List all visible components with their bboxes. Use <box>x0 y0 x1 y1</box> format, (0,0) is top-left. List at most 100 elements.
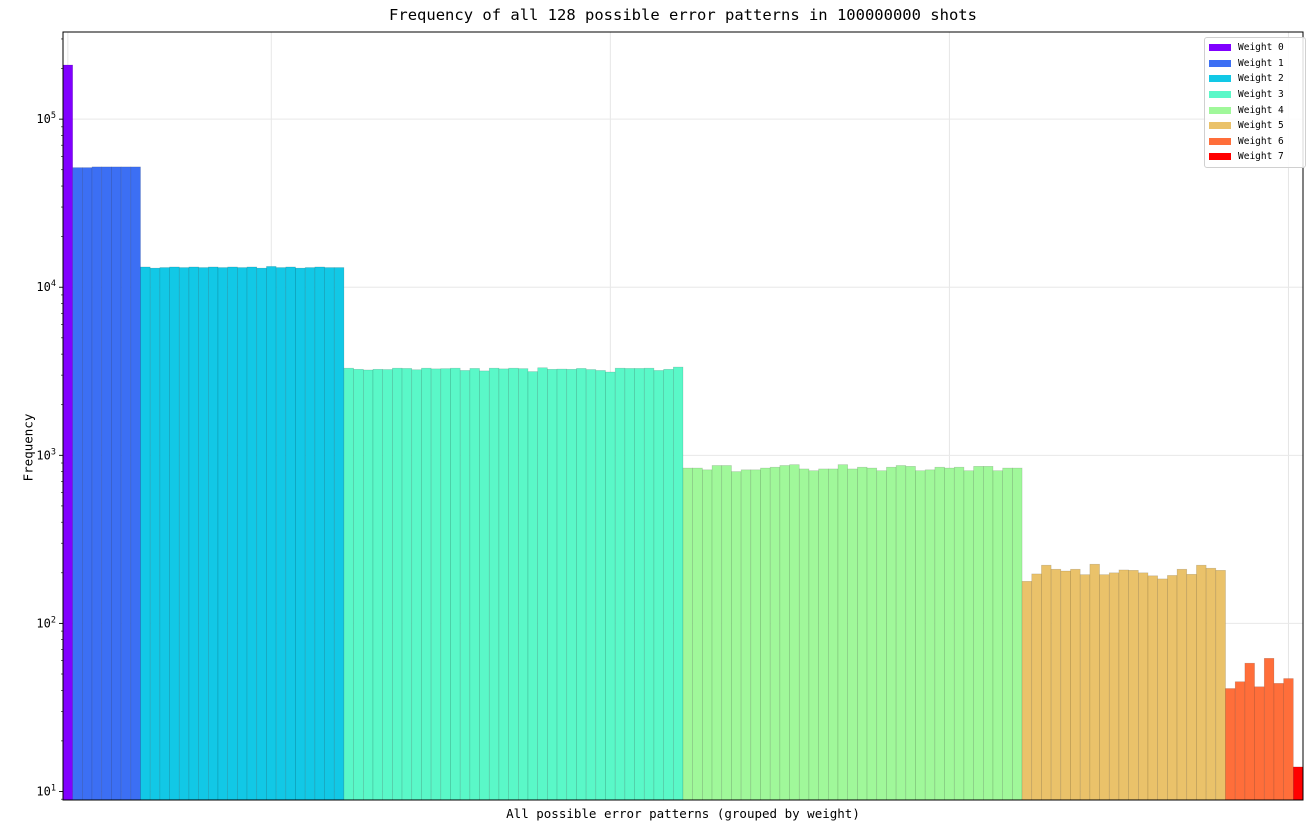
bar <box>905 466 916 801</box>
bar <box>828 468 839 801</box>
bar <box>769 466 781 801</box>
bar <box>450 367 461 801</box>
bar <box>1041 564 1052 801</box>
bar <box>324 267 335 801</box>
bar <box>663 368 674 801</box>
bar <box>159 267 170 801</box>
bar <box>983 466 994 801</box>
bar <box>304 267 316 801</box>
y-tick-label: 102 <box>36 615 56 630</box>
legend-item: Weight 5 <box>1209 118 1301 134</box>
legend-item: Weight 4 <box>1209 102 1301 118</box>
bar <box>246 266 258 801</box>
y-tick-label: 105 <box>36 111 56 126</box>
legend-label: Weight 1 <box>1238 57 1284 69</box>
bar <box>285 266 296 801</box>
bar <box>566 368 577 801</box>
bar <box>585 369 597 801</box>
bar <box>120 166 132 801</box>
bar <box>459 370 471 801</box>
legend-label: Weight 7 <box>1238 151 1284 163</box>
bar <box>1167 575 1178 801</box>
bar <box>256 267 267 801</box>
legend-swatch <box>1209 106 1231 114</box>
bar <box>1205 567 1217 801</box>
bar <box>779 465 790 801</box>
legend-swatch <box>1209 59 1231 67</box>
bar <box>624 368 635 801</box>
bar <box>430 368 442 801</box>
bar <box>140 266 151 801</box>
bar <box>130 166 141 801</box>
bar <box>488 367 500 801</box>
bar <box>876 470 887 801</box>
bar <box>343 367 354 801</box>
legend-swatch <box>1209 153 1231 161</box>
legend-label: Weight 0 <box>1238 42 1284 54</box>
bar <box>740 469 752 801</box>
bar <box>673 366 684 801</box>
chart-title: Frequency of all 128 possible error patt… <box>389 6 977 24</box>
legend-label: Weight 3 <box>1238 89 1284 101</box>
bar <box>944 467 955 801</box>
bar <box>643 367 655 801</box>
bar <box>333 267 345 801</box>
legend-swatch <box>1209 75 1231 83</box>
bar <box>1273 683 1284 801</box>
bar <box>1118 569 1129 801</box>
bar <box>498 368 509 801</box>
legend-swatch <box>1209 44 1231 52</box>
bar <box>963 470 974 801</box>
bar <box>1021 581 1033 801</box>
bar <box>953 466 965 801</box>
bar <box>1196 564 1207 801</box>
bar <box>392 367 403 801</box>
bar <box>149 267 161 801</box>
bar <box>934 466 945 801</box>
bar <box>382 369 393 801</box>
y-tick-label: 103 <box>36 447 56 462</box>
bar <box>169 266 180 801</box>
bar <box>401 368 413 801</box>
bar <box>857 466 868 801</box>
bar <box>62 64 73 801</box>
bar <box>275 267 287 801</box>
bar <box>479 370 490 801</box>
bar <box>469 368 480 801</box>
bar <box>1283 678 1294 801</box>
bar <box>101 166 112 801</box>
bars <box>62 64 1304 801</box>
bar <box>91 166 103 801</box>
bar <box>363 369 374 801</box>
bar <box>605 371 616 801</box>
bar <box>702 469 713 801</box>
bar <box>837 464 848 801</box>
bar <box>518 368 529 801</box>
bar <box>1234 681 1246 801</box>
bar <box>353 368 364 801</box>
legend-swatch <box>1209 122 1231 130</box>
bar <box>1293 766 1304 801</box>
bar <box>198 267 209 801</box>
axes: 101 102 103 104 105 <box>36 31 1304 801</box>
bar <box>527 371 538 801</box>
legend-item: Weight 3 <box>1209 87 1301 103</box>
bar <box>1263 658 1275 801</box>
bar <box>634 368 645 801</box>
bar <box>915 470 926 801</box>
bar <box>1186 573 1197 801</box>
bar <box>208 266 219 801</box>
legend-swatch <box>1209 91 1231 99</box>
bar <box>1138 572 1149 801</box>
legend-item: Weight 1 <box>1209 56 1301 72</box>
bar <box>411 369 422 801</box>
bar <box>614 367 626 801</box>
bar <box>537 367 548 801</box>
bar <box>924 469 936 801</box>
bar <box>1012 467 1023 801</box>
bar <box>547 368 558 801</box>
bar <box>295 267 306 801</box>
legend: Weight 0 Weight 1 Weight 2 Weight 3 Weight 4… <box>1204 37 1306 168</box>
legend-item: Weight 0 <box>1209 40 1301 56</box>
bar <box>711 465 723 801</box>
